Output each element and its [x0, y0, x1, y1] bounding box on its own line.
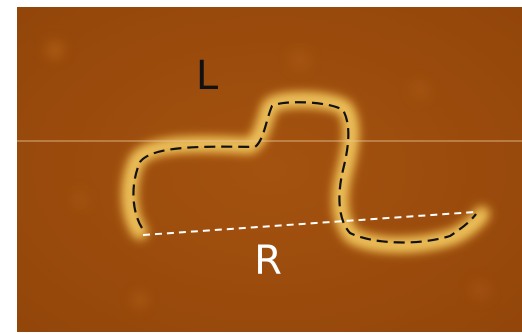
label-r: R — [254, 238, 282, 284]
page: L R (() => { const data = JSON.parse(doc… — [0, 0, 522, 334]
label-l: L — [196, 53, 219, 99]
afm-image: L R — [0, 0, 522, 334]
